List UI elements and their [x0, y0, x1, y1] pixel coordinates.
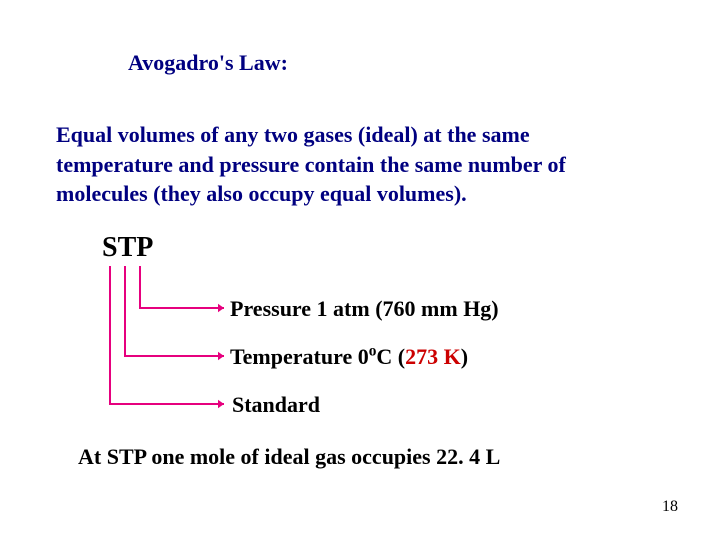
stp-volume-note: At STP one mole of ideal gas occupies 22… [78, 444, 500, 470]
stp-heading: STP [102, 232, 153, 264]
stp-item-temperature: Temperature 0oC (273 K) [230, 344, 468, 370]
page-number: 18 [662, 498, 678, 516]
stp-item-standard: Standard [232, 392, 320, 418]
law-definition: Equal volumes of any two gases (ideal) a… [56, 120, 616, 209]
stp-item-pressure: Pressure 1 atm (760 mm Hg) [230, 296, 499, 322]
title: Avogadro's Law: [128, 50, 288, 76]
